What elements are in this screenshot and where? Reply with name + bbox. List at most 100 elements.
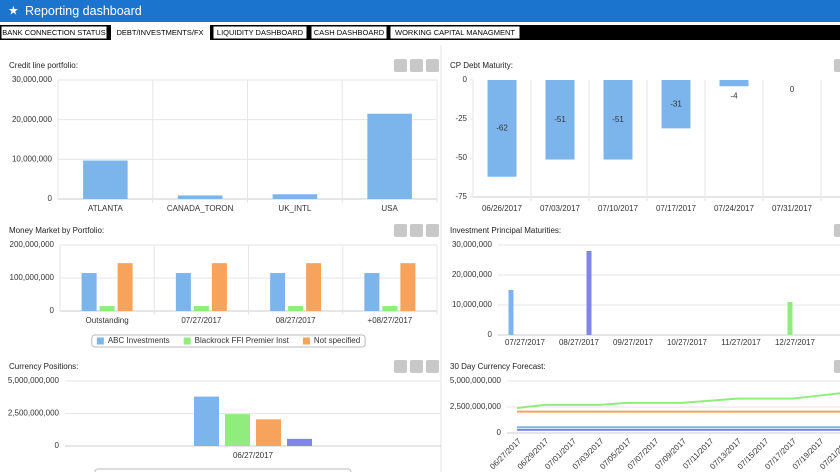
line-series — [516, 392, 840, 410]
refresh-button[interactable] — [394, 360, 407, 373]
refresh-button[interactable] — [834, 360, 840, 373]
bar — [99, 306, 115, 311]
bar — [83, 160, 128, 199]
x-tick-label: 07/17/2017 — [656, 204, 697, 213]
y-tick-label: 30,000,000 — [12, 75, 53, 84]
y-tick-label: 0 — [50, 306, 55, 315]
bar — [661, 80, 691, 129]
tab-label[interactable]: CASH DASHBOARD — [314, 28, 385, 37]
y-tick-label: 200,000,000 — [10, 240, 55, 249]
tab-label[interactable]: WORKING CAPITAL MANAGMENT — [395, 28, 515, 37]
x-tick-label: 07/31/2017 — [772, 204, 813, 213]
y-tick-label: 10,000,000 — [452, 300, 493, 309]
chart-title: Investment Principal Maturities: — [450, 226, 561, 235]
bar — [787, 302, 793, 335]
y-tick-label: 0 — [55, 441, 60, 450]
refresh-button[interactable] — [834, 59, 840, 72]
settings-button[interactable] — [426, 59, 439, 72]
x-tick-label: 11/27/2017 — [721, 338, 761, 347]
tab-label[interactable]: DEBT/INVESTMENTS/FX — [116, 28, 203, 37]
chart-title: Money Market by Portfolio: — [9, 226, 104, 235]
bar — [487, 80, 517, 177]
y-tick-label: -75 — [455, 192, 467, 201]
data-label: 0 — [790, 85, 795, 94]
chart-panel: Currency Positions: 0 2,500,000,000 5,000,0… — [8, 362, 441, 460]
print-button[interactable] — [410, 224, 423, 237]
bar — [177, 195, 223, 199]
x-tick-label: Outstanding — [86, 316, 129, 325]
chart-panel: Money Market by Portfolio: 0 100,000,000 20… — [9, 226, 438, 348]
tab[interactable] — [310, 25, 388, 40]
legend-swatch — [96, 337, 104, 345]
chart-title: Currency Positions: — [9, 362, 78, 371]
bar — [270, 273, 286, 311]
bar — [272, 194, 318, 199]
header-title: Reporting dashboard — [25, 4, 142, 18]
bar — [508, 290, 514, 335]
bar — [306, 263, 322, 311]
toolbar — [394, 59, 840, 373]
x-tick-label: 07/03/2017 — [540, 204, 581, 213]
settings-button[interactable] — [426, 224, 439, 237]
legend-swatch — [302, 337, 310, 345]
x-tick-label: 07/10/2017 — [598, 204, 639, 213]
y-tick-label: 10,000,000 — [12, 154, 53, 163]
legend: ABC Investments Blackrock FFI Premier Ins… — [91, 334, 366, 348]
y-tick-label: 0 — [488, 330, 493, 339]
x-tick-label: USA — [381, 204, 398, 213]
x-tick-label: 07/24/2017 — [714, 204, 755, 213]
y-tick-label: 2,500,000,000 — [8, 409, 60, 418]
data-label: -4 — [730, 91, 738, 100]
print-button[interactable] — [410, 59, 423, 72]
bar — [400, 263, 416, 311]
bar — [287, 438, 312, 446]
tab-label[interactable]: LIQUIDITY DASHBOARD — [217, 28, 304, 37]
chart-title: Credit line portfolio: — [9, 61, 78, 70]
legend-label: Not specified — [314, 336, 360, 345]
x-tick-label: CANADA_TORON — [167, 204, 234, 213]
x-tick-label: 06/26/2017 — [482, 204, 523, 213]
refresh-button[interactable] — [394, 59, 407, 72]
y-tick-label: 5,000,000,000 — [8, 376, 60, 385]
y-tick-label: 0 — [497, 428, 502, 437]
tab-label[interactable]: BANK CONNECTION STATUS — [2, 28, 105, 37]
bar — [719, 80, 749, 87]
tab[interactable] — [212, 25, 308, 40]
y-tick-label: 2,500,000,000 — [450, 402, 502, 411]
bar — [586, 251, 592, 335]
chart-panel: Investment Principal Maturities: 0 10,000,… — [450, 226, 840, 347]
x-tick-label: 07/27/2017 — [505, 338, 546, 347]
y-tick-label: 30,000,000 — [452, 240, 493, 249]
x-tick-label: 07/27/2017 — [181, 316, 222, 325]
tab[interactable] — [389, 25, 521, 40]
y-tick-label: -25 — [455, 114, 467, 123]
print-button[interactable] — [410, 360, 423, 373]
y-tick-label: 100,000,000 — [10, 273, 55, 282]
bar — [382, 306, 398, 311]
settings-button[interactable] — [426, 360, 439, 373]
y-tick-label: 5,000,000,000 — [450, 376, 502, 385]
tab-active[interactable] — [111, 25, 210, 40]
chart-title: CP Debt Maturity: — [450, 61, 513, 70]
x-tick-label: 09/27/2017 — [613, 338, 654, 347]
x-tick-label: ATLANTA — [88, 204, 123, 213]
refresh-button[interactable] — [834, 224, 840, 237]
legend-label: ABC Investments — [108, 336, 170, 345]
refresh-button[interactable] — [394, 224, 407, 237]
bar — [117, 263, 133, 311]
y-tick-label: 0 — [463, 75, 468, 84]
x-tick-label: UK_INTL — [278, 204, 311, 213]
data-label: -51 — [554, 115, 566, 124]
y-tick-label: 20,000,000 — [452, 270, 493, 279]
x-tick-label: +08/27/2017 — [368, 316, 413, 325]
y-tick-label: 20,000,000 — [12, 115, 53, 124]
chart-panel: 30 Day Currency Forecast: 0 2,500,000,000 5… — [450, 362, 840, 471]
bar — [545, 80, 575, 160]
bar — [225, 414, 250, 446]
data-label: -51 — [612, 115, 624, 124]
tab[interactable] — [0, 25, 108, 40]
data-label: -31 — [670, 99, 682, 108]
bar — [288, 306, 304, 311]
y-tick-label: -50 — [455, 153, 467, 162]
